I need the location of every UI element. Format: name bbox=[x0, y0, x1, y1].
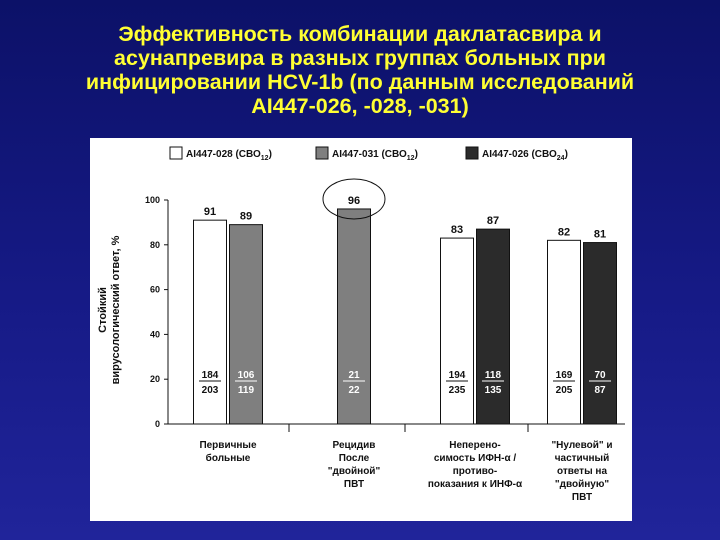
x-category-label: ПВТ bbox=[572, 492, 592, 503]
legend-label-3: AI447-026 (СВО24) bbox=[482, 149, 568, 162]
x-category-label: "двойной" bbox=[328, 466, 381, 477]
y-axis-label-line1: Стойкий bbox=[97, 287, 109, 333]
x-category-label: частичный bbox=[555, 453, 610, 464]
bar bbox=[476, 228, 510, 425]
bar bbox=[547, 239, 581, 425]
legend-swatch-3 bbox=[465, 146, 479, 160]
legend-label-1: AI447-028 (СВО12) bbox=[186, 149, 272, 162]
x-category-label: После bbox=[339, 453, 370, 464]
x-category-label: противо- bbox=[453, 466, 498, 477]
bar-value-label: 81 bbox=[594, 229, 606, 241]
bar-count-denominator: 205 bbox=[556, 385, 573, 396]
bar-count-numerator: 70 bbox=[594, 370, 606, 381]
x-category-label: Первичные bbox=[199, 440, 257, 451]
bar-count-denominator: 119 bbox=[238, 385, 255, 396]
y-tick-label: 40 bbox=[150, 329, 160, 339]
bar-count-denominator: 203 bbox=[202, 385, 219, 396]
bar-value-label: 83 bbox=[451, 224, 463, 236]
bar-count-denominator: 87 bbox=[594, 385, 606, 396]
y-tick-label: 60 bbox=[150, 285, 160, 295]
highlight-ellipse bbox=[322, 178, 386, 220]
x-category-label: ПВТ bbox=[344, 479, 364, 490]
bar-chart: AI447-028 (СВО12) AI447-031 (СВО12) AI447-… bbox=[97, 146, 625, 503]
bar-count-numerator: 184 bbox=[202, 370, 219, 381]
slide-title: Эффективность комбинации даклатасвира и … bbox=[85, 22, 635, 118]
y-tick-label: 0 bbox=[155, 419, 160, 429]
bar bbox=[337, 208, 371, 425]
bar-value-label: 87 bbox=[487, 215, 499, 227]
bar-value-label: 91 bbox=[204, 206, 216, 218]
x-category-label: больные bbox=[206, 452, 251, 464]
bar-count-numerator: 106 bbox=[238, 370, 255, 381]
bar-count-denominator: 135 bbox=[485, 385, 502, 396]
x-category-label: "двойную" bbox=[555, 479, 610, 490]
bar-value-label: 96 bbox=[348, 195, 360, 207]
chart-panel: AI447-028 (СВО12) AI447-031 (СВО12) AI447-… bbox=[90, 138, 632, 521]
x-category-label: показания к ИНФ-α bbox=[428, 479, 523, 490]
x-category-label: Неперено- bbox=[449, 440, 501, 451]
legend-swatch-2 bbox=[315, 146, 329, 160]
x-category-label: Рецидив bbox=[333, 440, 376, 451]
x-category-label: ответы на bbox=[557, 466, 607, 477]
bar-count-denominator: 235 bbox=[449, 385, 466, 396]
x-category-label: симость ИФН-α / bbox=[434, 453, 517, 464]
bar-value-label: 89 bbox=[240, 211, 252, 223]
bar bbox=[229, 224, 263, 425]
bar-value-label: 82 bbox=[558, 226, 570, 238]
y-axis-label-line2: вирусологический ответ, % bbox=[110, 235, 122, 384]
bar-count-numerator: 169 bbox=[556, 370, 573, 381]
y-tick-label: 80 bbox=[150, 240, 160, 250]
bar bbox=[193, 219, 227, 425]
x-category-label: "Нулевой" и bbox=[551, 440, 612, 451]
legend-label-2: AI447-031 (СВО12) bbox=[332, 149, 418, 162]
legend-swatch-1 bbox=[169, 146, 183, 160]
y-tick-label: 100 bbox=[145, 195, 160, 205]
bar-count-numerator: 194 bbox=[449, 370, 466, 381]
bar-count-numerator: 118 bbox=[485, 370, 502, 381]
bar-count-denominator: 22 bbox=[348, 385, 360, 396]
bar bbox=[583, 242, 617, 425]
y-tick-label: 20 bbox=[150, 374, 160, 384]
bar bbox=[440, 237, 474, 425]
bar-count-numerator: 21 bbox=[348, 370, 360, 381]
